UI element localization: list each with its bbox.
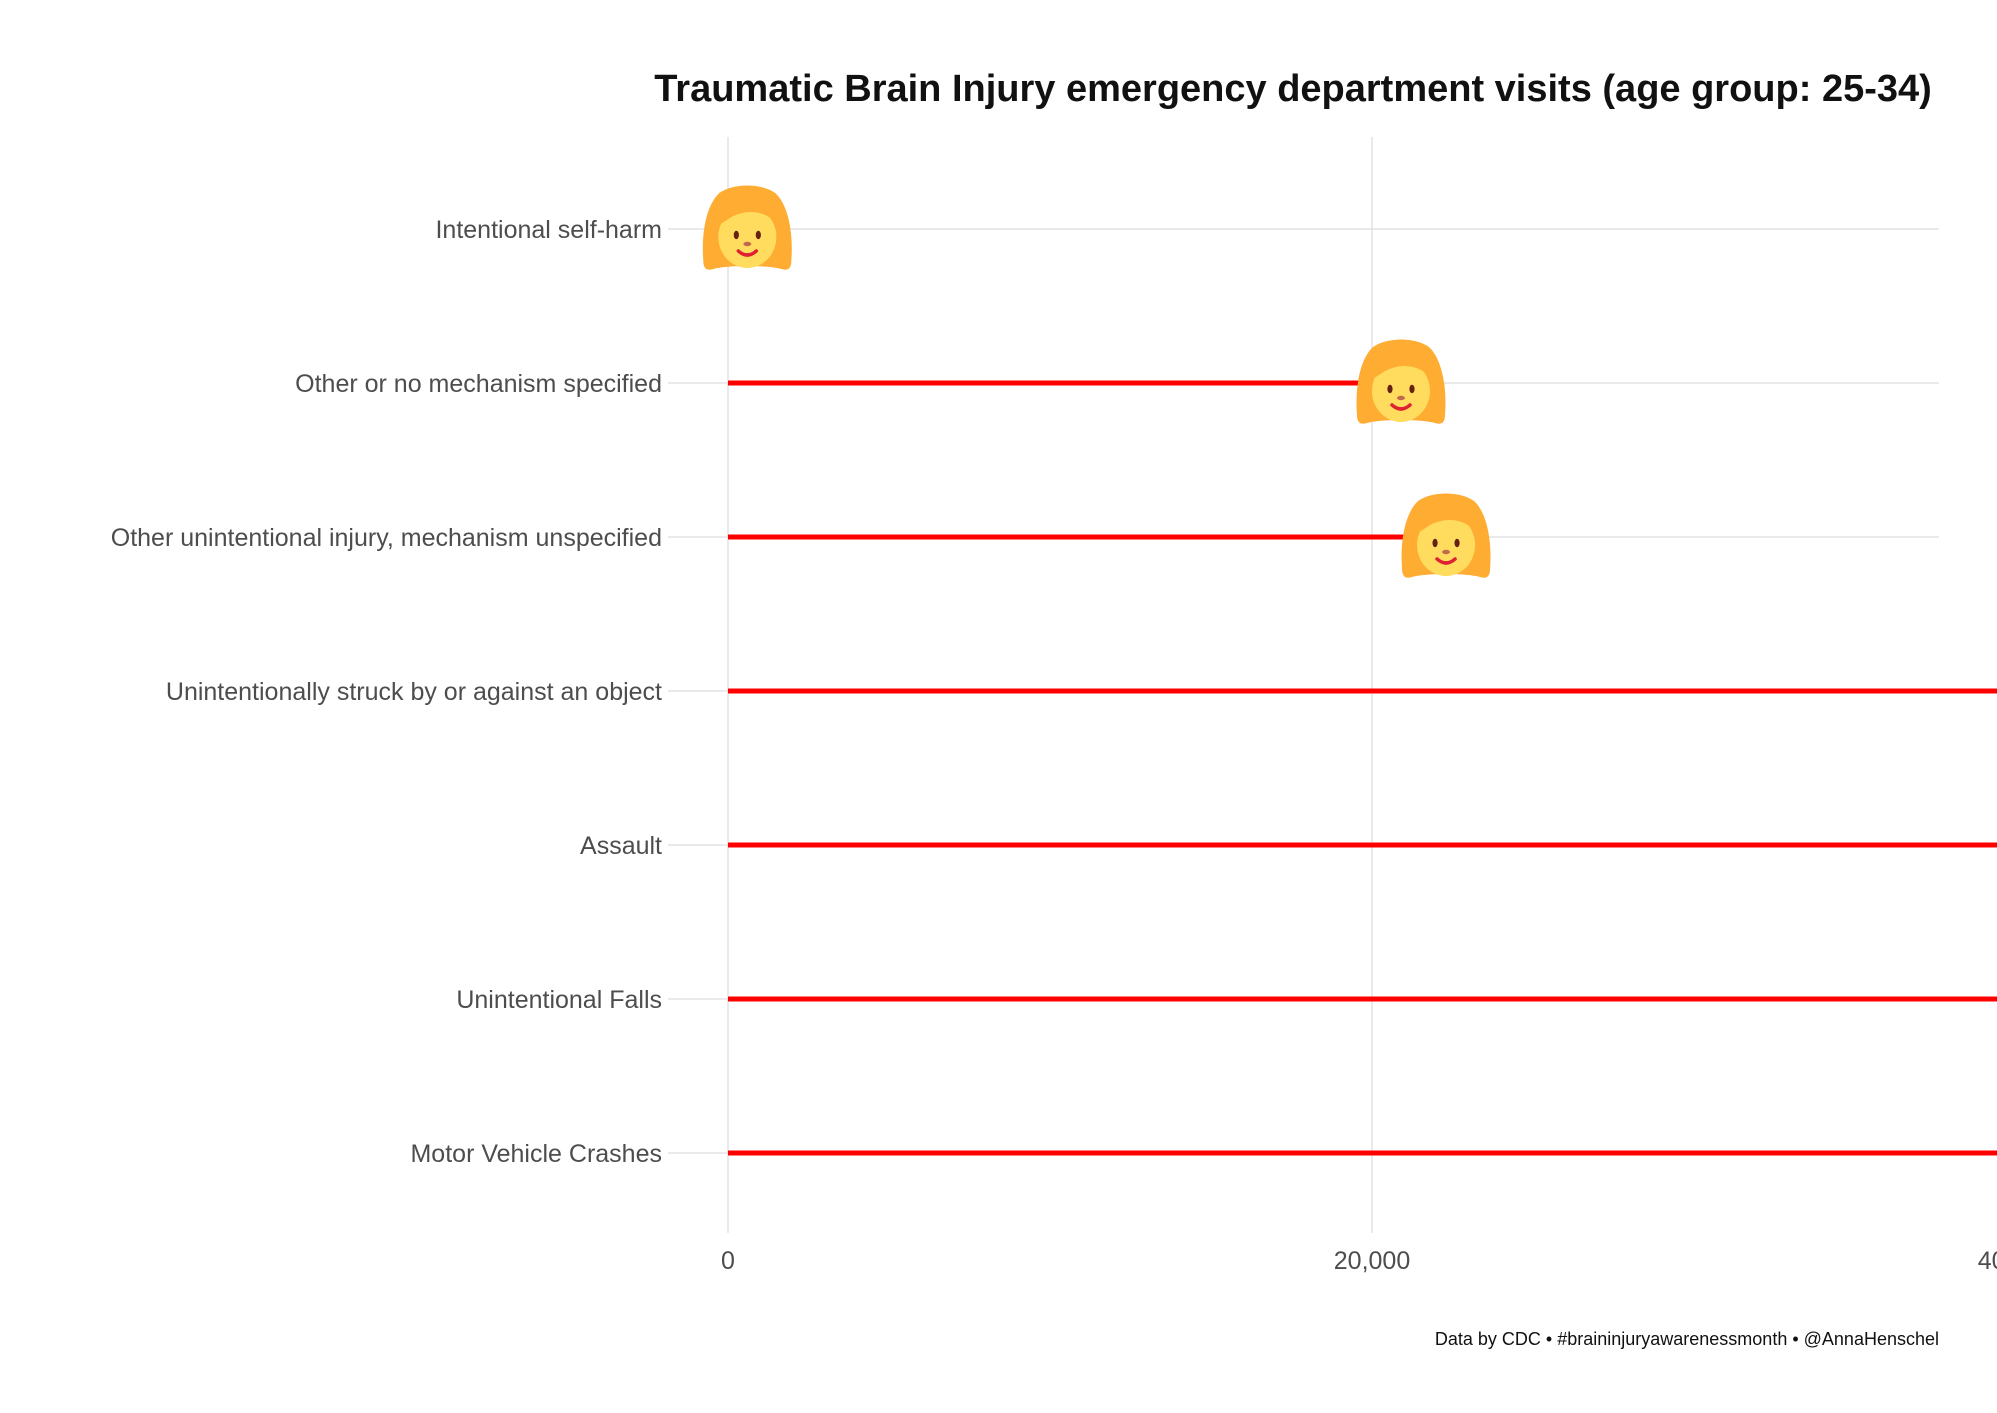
category-label: Assault bbox=[580, 832, 662, 860]
x-tick-label: 20,000 bbox=[1334, 1247, 1410, 1275]
x-tick-label: 0 bbox=[721, 1247, 735, 1275]
category-label: Other unintentional injury, mechanism un… bbox=[111, 524, 662, 552]
category-label: Motor Vehicle Crashes bbox=[410, 1140, 662, 1168]
chart-caption: Data by CDC • #braininjuryawarenessmonth… bbox=[1435, 1329, 1939, 1349]
x-tick-label: 40,000 bbox=[1978, 1247, 1997, 1275]
y-axis-labels: Intentional self-harm Other or no mechani… bbox=[111, 216, 662, 1168]
category-label: Unintentionally struck by or against an … bbox=[166, 678, 662, 706]
woman-emoji-icon bbox=[1356, 340, 1445, 424]
chart-title: Traumatic Brain Injury emergency departm… bbox=[654, 68, 1932, 110]
category-label: Other or no mechanism specified bbox=[295, 370, 662, 398]
woman-emoji-icon bbox=[1402, 494, 1491, 578]
category-label: Unintentional Falls bbox=[456, 986, 662, 1014]
woman-emoji-icon bbox=[703, 186, 792, 270]
x-axis-labels: 020,00040,00060,000 bbox=[721, 1247, 1997, 1275]
category-label: Intentional self-harm bbox=[435, 216, 662, 244]
gridlines bbox=[668, 137, 1997, 1233]
